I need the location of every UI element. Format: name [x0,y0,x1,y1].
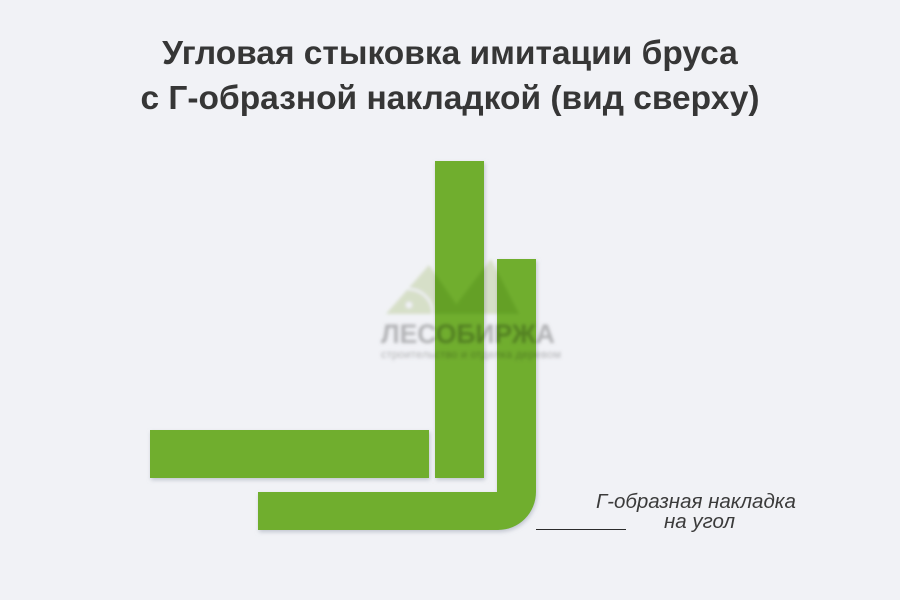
svg-text:ЛЕСОБИРЖА: ЛЕСОБИРЖА [381,319,555,349]
svg-text:строительство и отделка дерево: строительство и отделка деревом [381,349,561,361]
